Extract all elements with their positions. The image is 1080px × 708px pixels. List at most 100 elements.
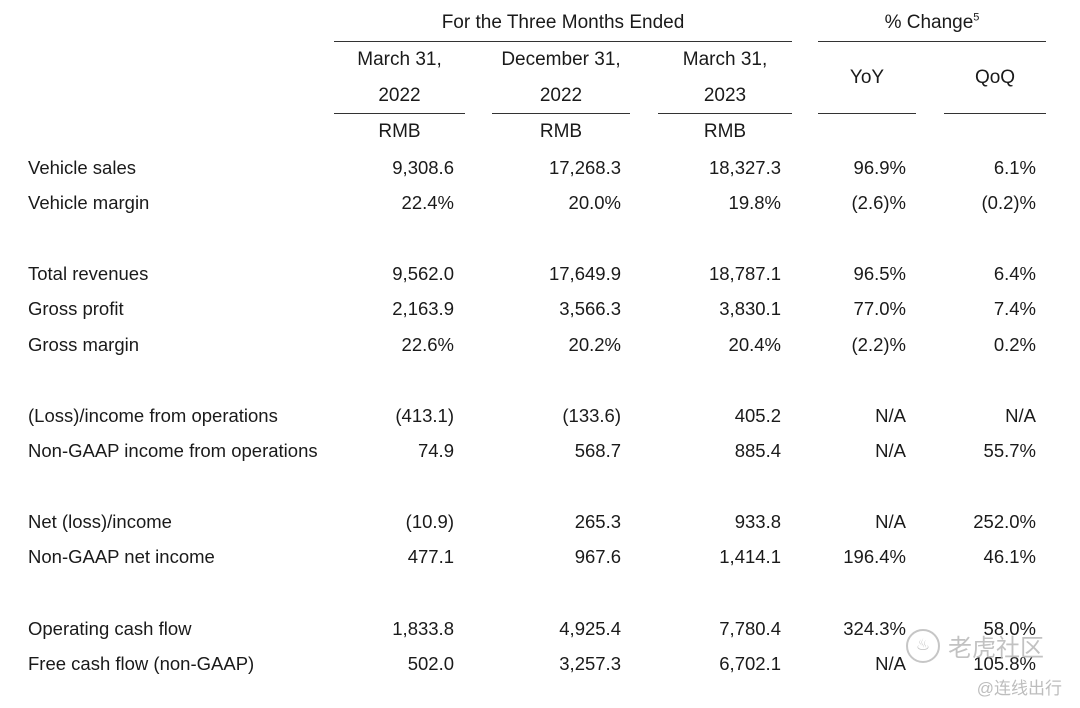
cell-yoy: (2.2)% [851,334,907,355]
cell-period-2: 265.3 [574,511,621,532]
table-row: Operating cash flow 1,833.8 4,925.4 7,78… [0,618,1080,644]
cell-qoq: 252.0% [973,511,1036,532]
row-label: Vehicle margin [28,192,150,213]
watermark-handle: @连线出行 [976,679,1062,698]
period-header-1-line2: 2022 [378,85,421,106]
row-label: (Loss)/income from operations [28,405,278,426]
cell-period-2: 20.0% [568,192,621,213]
cell-period-3: 20.4% [728,334,781,355]
cell-qoq: 46.1% [983,546,1036,567]
cell-period-3: 6,702.1 [719,653,781,674]
tiger-logo-icon: ♨ [906,628,940,663]
period-header-3-line2: 2023 [703,85,747,106]
table-row: Net (loss)/income (10.9) 265.3 933.8 N/A… [0,511,1080,537]
period-header-2-line1: December 31, [501,49,621,70]
cell-period-3: 405.2 [734,405,781,426]
cell-period-3: 18,787.1 [708,263,781,284]
cell-qoq: 105.8% [973,653,1036,674]
group-title-three-months: For the Three Months Ended [441,12,685,33]
cell-period-3: 885.4 [734,440,781,461]
cell-period-1: 477.1 [407,546,454,567]
cell-period-1: (10.9) [405,511,454,532]
cell-period-1: 9,308.6 [392,157,454,178]
table-row: Vehicle margin 22.4% 20.0% 19.8% (2.6)% … [0,192,1080,218]
cell-period-1: 1,833.8 [392,618,454,639]
row-label: Vehicle sales [28,157,136,178]
table-row: (Loss)/income from operations (413.1) (1… [0,405,1080,431]
cell-period-3: 18,327.3 [708,157,781,178]
rule-period-2 [492,113,630,114]
cell-period-1: 22.6% [401,334,454,355]
cell-yoy: 96.9% [853,157,906,178]
table-row: Vehicle sales 9,308.6 17,268.3 18,327.3 … [0,157,1080,183]
cell-period-3: 3,830.1 [719,298,781,319]
row-label: Total revenues [28,263,149,284]
cell-period-2: 3,257.3 [559,653,621,674]
rule-group-percent-change [818,41,1046,42]
rule-period-3 [658,113,792,114]
table-row: Non-GAAP net income 477.1 967.6 1,414.1 … [0,546,1080,572]
row-label: Gross margin [28,334,140,355]
row-label: Free cash flow (non-GAAP) [28,653,255,674]
cell-period-3: 933.8 [734,511,781,532]
cell-qoq: 7.4% [993,298,1036,319]
table-row: Total revenues 9,562.0 17,649.9 18,787.1… [0,263,1080,289]
percent-change-label: % Change [884,12,974,33]
cell-yoy: N/A [875,511,906,532]
cell-period-2: 967.6 [574,546,621,567]
cell-yoy: 77.0% [853,298,906,319]
cell-period-1: 22.4% [401,192,454,213]
cell-period-2: (133.6) [562,405,621,426]
cell-period-1: (413.1) [395,405,454,426]
row-label: Gross profit [28,298,124,319]
period-header-2-line2: 2022 [539,85,583,106]
row-label: Net (loss)/income [28,511,172,532]
cell-qoq: 6.1% [993,157,1036,178]
cell-period-2: 20.2% [568,334,621,355]
cell-qoq: 0.2% [993,334,1036,355]
period-header-3-line1: March 31, [682,49,768,70]
cell-qoq: 6.4% [993,263,1036,284]
change-header-qoq: QoQ [974,67,1016,88]
table-row: Gross margin 22.6% 20.2% 20.4% (2.2)% 0.… [0,334,1080,360]
rule-yoy [818,113,916,114]
row-label: Non-GAAP net income [28,546,215,567]
cell-qoq: 58.0% [983,618,1036,639]
cell-yoy: (2.6)% [851,192,907,213]
cell-qoq: (0.2)% [981,192,1037,213]
cell-yoy: 196.4% [843,546,906,567]
cell-yoy: 96.5% [853,263,906,284]
cell-period-1: 2,163.9 [392,298,454,319]
cell-yoy: N/A [875,653,906,674]
cell-period-2: 3,566.3 [559,298,621,319]
currency-period-3: RMB [703,121,747,142]
watermark-logo-text: 老虎社区 [948,635,1044,662]
period-header-1-line1: March 31, [357,49,442,70]
cell-period-2: 17,649.9 [548,263,621,284]
watermark-logo: ♨ 老虎社区 [906,628,1044,663]
cell-period-3: 1,414.1 [719,546,781,567]
cell-yoy: N/A [875,440,906,461]
currency-period-2: RMB [539,121,583,142]
cell-period-1: 502.0 [407,653,454,674]
cell-qoq: N/A [1005,405,1036,426]
row-label: Operating cash flow [28,618,192,639]
cell-period-2: 17,268.3 [548,157,621,178]
currency-period-1: RMB [378,121,421,142]
table-row: Non-GAAP income from operations 74.9 568… [0,440,1080,466]
table-row: Free cash flow (non-GAAP) 502.0 3,257.3 … [0,653,1080,679]
cell-period-2: 568.7 [574,440,621,461]
cell-yoy: 324.3% [843,618,906,639]
rule-group-three-months [334,41,792,42]
cell-period-3: 19.8% [728,192,781,213]
table-row: Gross profit 2,163.9 3,566.3 3,830.1 77.… [0,298,1080,324]
row-label: Non-GAAP income from operations [28,440,318,461]
group-title-percent-change: % Change5 [818,12,1046,34]
rule-period-1 [334,113,465,114]
rule-qoq [944,113,1046,114]
cell-period-3: 7,780.4 [719,618,781,639]
cell-qoq: 55.7% [983,440,1036,461]
footnote-marker: 5 [973,11,980,24]
cell-period-1: 74.9 [417,440,454,461]
cell-yoy: N/A [875,405,906,426]
